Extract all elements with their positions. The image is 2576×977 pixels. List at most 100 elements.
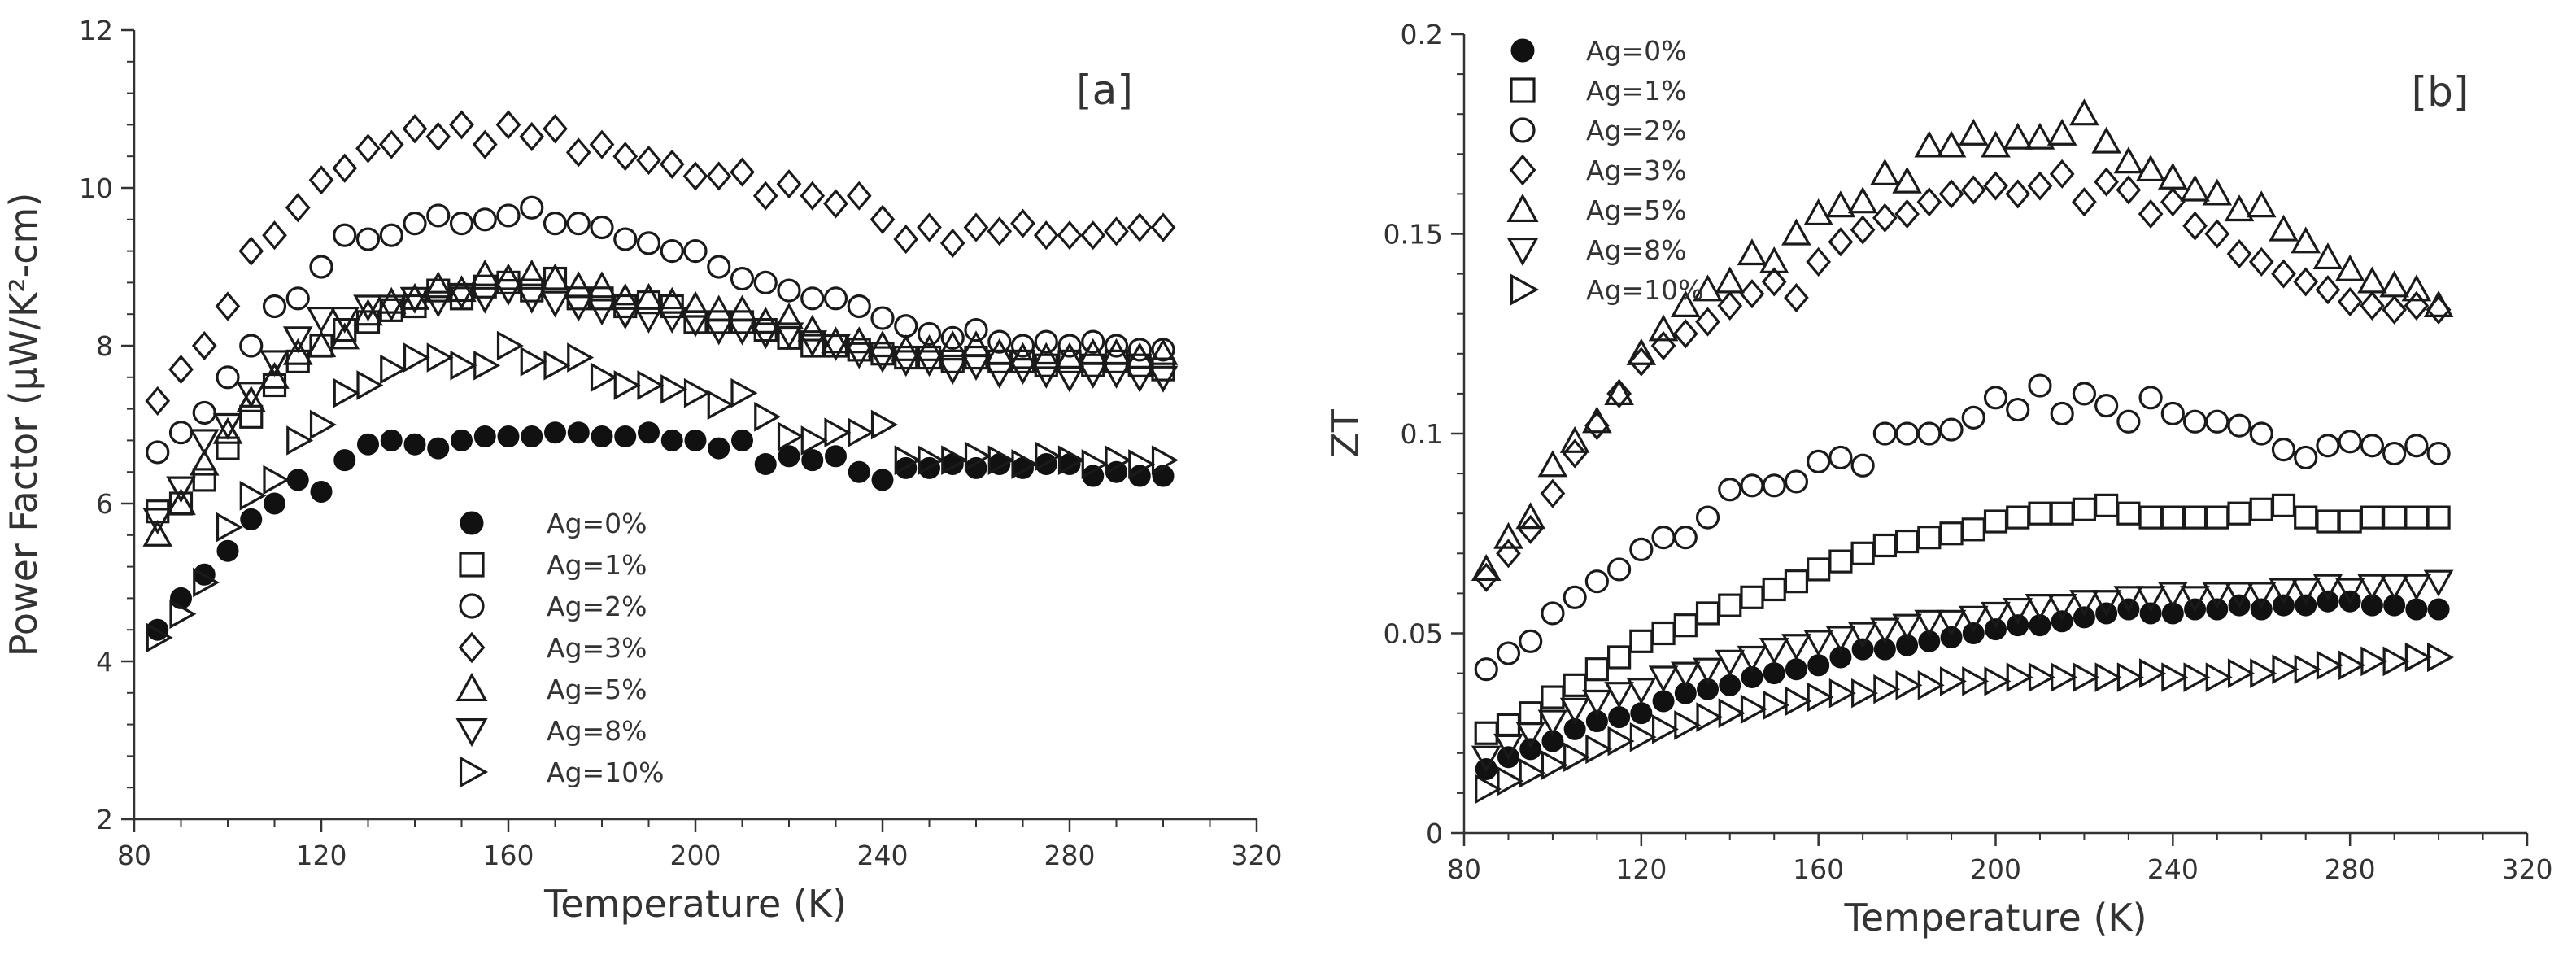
panel-a-point (212, 417, 243, 444)
panel-b-point (2160, 187, 2186, 217)
panel-a-point (282, 326, 313, 354)
panel-b-point (2249, 421, 2273, 446)
legend-label-ag-10: Ag=10% (547, 757, 665, 788)
panel-b-point (1984, 666, 2012, 696)
panel-b-point (1670, 661, 1701, 689)
panel-a-y-tick-label: 8 (96, 330, 113, 362)
panel-b-point (2046, 594, 2077, 622)
legend-item-ag-0: Ag=0% (1510, 35, 1687, 67)
panel-a-point (543, 212, 568, 236)
legend-label-ag-0: Ag=0% (1586, 35, 1687, 67)
panel-b-point (1892, 166, 1922, 194)
panel-b-point (2294, 445, 2318, 470)
panel-b-y-tick-label: 0.15 (1384, 219, 1443, 251)
panel-a-point (1054, 365, 1085, 393)
panel-b-point (1983, 509, 2008, 534)
panel-a-point (730, 377, 758, 408)
panel-b-point (1673, 526, 1698, 550)
panel-a-point (1080, 220, 1106, 251)
panel-a-point (169, 599, 197, 630)
panel-b-point (2202, 178, 2233, 206)
panel-b-point (1718, 593, 1742, 617)
panel-a-point (918, 445, 945, 475)
panel-b-point (2138, 386, 2163, 410)
panel-a-point (586, 299, 617, 326)
panel-b-point (1473, 562, 1499, 592)
panel-b-point (2006, 662, 2033, 692)
panel-a-point (614, 425, 637, 448)
panel-b-point (1496, 539, 1521, 569)
panel-b-point (2182, 409, 2208, 434)
panel-a-point (656, 306, 687, 334)
panel-a-point (893, 224, 919, 255)
panel-a-point (520, 347, 547, 377)
panel-a-point (333, 449, 356, 472)
panel-b-point (1584, 569, 1609, 594)
panel-b-point (2025, 122, 2055, 150)
panel-a-point (333, 318, 357, 342)
panel-b-point (2027, 171, 2053, 201)
legend-label-ag-2: Ag=2% (1586, 115, 1687, 146)
panel-a-point (870, 409, 898, 440)
panel-a-point (848, 417, 875, 448)
panel-b-point (1670, 290, 1701, 317)
legend-item-ag-10: Ag=10% (459, 756, 665, 788)
panel-a-point (894, 314, 918, 338)
panel-b-point (1981, 601, 2011, 629)
panel-a-point (376, 294, 407, 322)
legend-item-ag-2: Ag=2% (459, 591, 647, 622)
panel-a-point (754, 401, 782, 432)
panel-a-point (684, 429, 707, 451)
panel-b-y-tick-label: 0.1 (1401, 418, 1443, 450)
panel-a-point (774, 322, 804, 350)
panel-a-point (473, 425, 496, 448)
panel-b-point (1608, 706, 1631, 729)
panel-b-point (2091, 126, 2121, 154)
panel-b-point (2316, 509, 2340, 534)
panel-a-point (520, 195, 544, 220)
panel-a-point (353, 299, 383, 326)
panel-b-point (2116, 662, 2144, 692)
panel-b-y-tick-label: 0.2 (1401, 19, 1443, 50)
panel-b-point (1850, 215, 1876, 245)
panel-b-point (2382, 505, 2407, 530)
panel-a-point (891, 334, 922, 361)
panel-a-point (356, 370, 384, 400)
panel-a-x-tick-label: 240 (857, 840, 909, 871)
panel-a-panel-label: [a] (1076, 67, 1133, 114)
panel-a-point (259, 361, 290, 389)
panel-a-point (613, 227, 638, 251)
panel-b-point (2205, 662, 2233, 692)
panel-a-point (426, 342, 454, 373)
panel-a-x-tick-label: 200 (670, 840, 721, 871)
panel-a-point (843, 326, 874, 354)
legend-marker-ag-5 (1506, 193, 1539, 223)
panel-b-point (1629, 722, 1657, 752)
panel-b-point (1740, 585, 1764, 609)
panel-a-point (262, 294, 287, 319)
panel-b-point (2160, 401, 2185, 426)
panel-b-point (2271, 493, 2296, 517)
panel-b-point (1650, 330, 1676, 361)
panel-a-point (450, 350, 477, 381)
panel-a-point (473, 207, 497, 232)
panel-a-point (680, 290, 711, 318)
panel-a-point (403, 342, 430, 373)
panel-b-point (1672, 319, 1698, 349)
panel-b-point (2028, 662, 2055, 692)
panel-a-point (706, 161, 732, 191)
panel-a-point (1105, 445, 1132, 475)
panel-a-point (423, 271, 454, 299)
panel-b-point (1892, 613, 1922, 641)
panel-a-point (565, 137, 591, 168)
panel-a-point (447, 275, 477, 303)
panel-b-point (1695, 505, 1720, 530)
panel-b-point (2046, 118, 2077, 146)
panel-b-point (2094, 662, 2122, 692)
panel-a-point (449, 110, 474, 140)
legend-label-ag-8: Ag=8% (547, 715, 647, 747)
panel-a-point (355, 227, 381, 251)
panel-b-point (1759, 638, 1789, 665)
panel-b-point (2227, 501, 2251, 526)
panel-a-point (937, 358, 968, 385)
